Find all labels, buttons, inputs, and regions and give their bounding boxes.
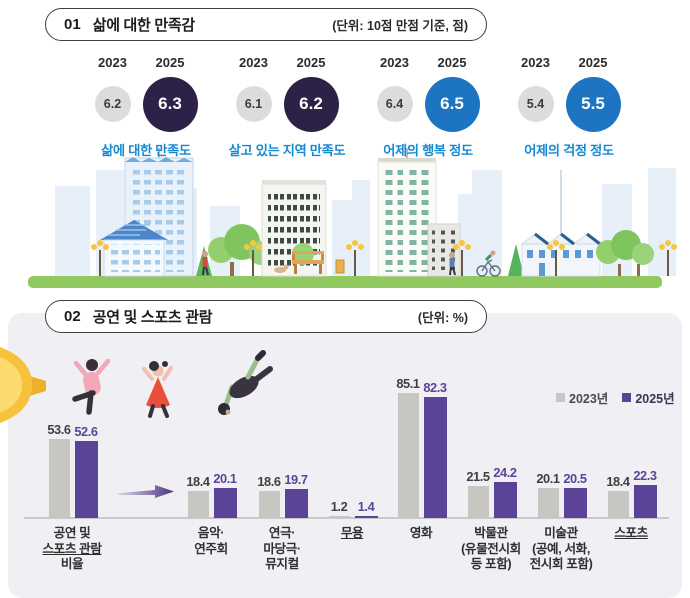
dancer-icon <box>72 358 111 415</box>
street-lamp-icon <box>91 240 677 276</box>
value-2025-circle: 5.5 <box>565 76 621 132</box>
megaphone-icon <box>0 347 46 423</box>
year-2025-label: 2025 <box>578 55 608 70</box>
metric-label: 어제의 행복 정도 <box>383 143 473 158</box>
section1-unit: (단위: 10점 만점 기준, 점) <box>332 19 468 33</box>
legend-swatch <box>556 393 565 402</box>
value-2025-circle: 6.3 <box>142 76 198 132</box>
dancer-icon <box>218 350 273 415</box>
section2-unit: (단위: %) <box>417 311 468 325</box>
section1-title: 삶에 대한 만족감 <box>92 17 196 34</box>
section2-number: 02 <box>64 308 81 325</box>
metric-label: 어제의 걱정 정도 <box>524 143 614 158</box>
satisfaction-metrics: 2023 6.2 2025 6.3 삶에 대한 만족도 2023 6.1 2025 6.2 살고 … <box>0 55 690 158</box>
legend-item: 2025년 <box>622 388 675 407</box>
year-2023-label: 2023 <box>98 55 127 70</box>
year-2025-label: 2025 <box>296 55 326 70</box>
metric-group: 2023 6.2 2025 6.3 삶에 대한 만족도 <box>71 55 221 159</box>
legend-label: 2023년 <box>569 392 609 406</box>
value-2023-circle: 6.2 <box>94 86 131 122</box>
section2-title: 공연 및 스포츠 관람 <box>92 309 213 326</box>
metric-label: 살고 있는 지역 만족도 <box>228 143 346 158</box>
dancer-icon <box>142 361 173 418</box>
value-2023-circle: 6.4 <box>376 86 413 122</box>
section1-number: 01 <box>64 16 81 33</box>
year-2025-label: 2025 <box>155 55 185 70</box>
chart-legend: 2023년 2025년 <box>556 388 675 407</box>
value-2025-circle: 6.2 <box>283 76 339 132</box>
year-2025-label: 2025 <box>437 55 467 70</box>
metric-group: 2023 6.4 2025 6.5 어제의 행복 정도 <box>353 55 503 159</box>
trend-arrow-icon <box>118 485 174 498</box>
section2-header: 02 공연 및 스포츠 관람 (단위: %) <box>45 300 487 333</box>
legend-item: 2023년 <box>556 388 608 407</box>
value-2023-circle: 5.4 <box>517 86 554 122</box>
legend-label: 2025년 <box>635 392 675 406</box>
year-2023-label: 2023 <box>521 55 550 70</box>
section1-header: 01 삶에 대한 만족감 (단위: 10점 만점 기준, 점) <box>45 8 487 41</box>
value-2025-circle: 6.5 <box>424 76 480 132</box>
metric-group: 2023 5.4 2025 5.5 어제의 걱정 정도 <box>494 55 644 159</box>
legend-swatch <box>622 393 632 402</box>
year-2023-label: 2023 <box>380 55 409 70</box>
value-2023-circle: 6.1 <box>235 86 272 122</box>
metric-label: 삶에 대한 만족도 <box>101 143 191 158</box>
dancers-illustration <box>0 347 273 423</box>
section2-panel <box>8 313 682 598</box>
metric-group: 2023 6.1 2025 6.2 살고 있는 지역 만족도 <box>212 55 362 159</box>
year-2023-label: 2023 <box>239 55 268 70</box>
cityscape-illustration <box>28 148 677 288</box>
